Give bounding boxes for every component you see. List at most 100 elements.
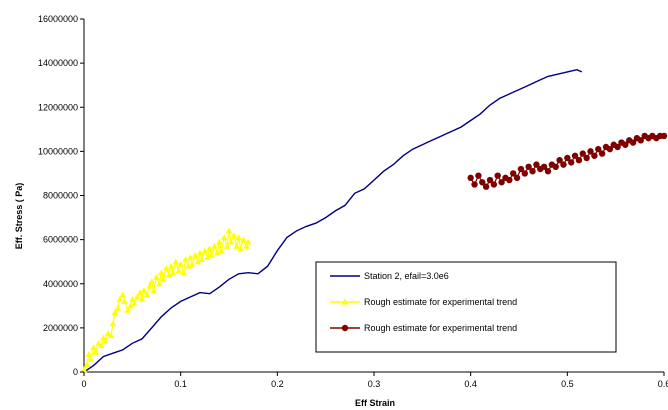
series-2-point [160,276,167,282]
series-2-point [107,332,115,339]
series-3-point [471,181,478,188]
x-tick-label: 0.1 [174,379,187,389]
series-3-point [575,157,583,164]
series-3-point [660,132,668,140]
series-3-point [475,172,482,179]
y-tick-label: 10000000 [38,146,78,156]
series-2-point [182,256,189,263]
series-2-point [240,236,247,243]
series-3-point [579,150,586,157]
series-2-line [83,230,249,371]
series-2-point [111,309,119,315]
series-2-point [143,291,151,298]
series-2-point [131,300,138,307]
y-tick-label: 2000000 [43,323,78,333]
x-tick-label: 0.2 [271,379,284,389]
series-3-point [637,137,644,144]
y-tick-label: 8000000 [43,191,78,201]
series-3-point [529,168,536,175]
series-2-point [146,282,153,289]
series-2-point [167,262,175,269]
y-tick-label: 12000000 [38,102,78,112]
series-2-point [98,342,105,349]
series-2-point [87,355,94,362]
x-tick-label: 0.6 [658,379,668,389]
series-2-point [235,234,242,240]
series-2-point [138,295,146,302]
series-2-point [187,254,194,260]
series-2-point [85,351,93,357]
series-2-point [124,307,131,313]
series-3-point [494,172,501,179]
series-2-point [121,298,128,304]
series-3-point [479,179,486,186]
series-2-point [129,295,136,302]
x-tick-label: 0.5 [561,379,574,389]
y-tick-label: 6000000 [43,235,78,245]
x-tick-label: 0.4 [464,379,477,389]
legend-box [315,261,617,353]
legend-label-series-1: Station 2, efail=3.0e6 [364,271,449,281]
series-2-point [211,243,218,249]
series-3-point [614,143,621,151]
legend-marker-series-3 [341,324,349,332]
series-2-point [225,227,233,234]
series-2-point [227,238,235,245]
series-3-point [482,183,490,190]
series-3-point [486,176,494,184]
series-2-point [104,330,112,336]
series-3-point [517,165,525,173]
series-3-point [552,163,559,171]
series-2-point [92,348,99,355]
series-2-point [80,366,88,373]
series-3-point [525,163,532,171]
series-3-point [560,161,567,168]
series-2-point [230,232,238,238]
series-2-point [223,243,231,249]
series-3-point [510,170,517,177]
plot-area [80,19,668,373]
series-3-point [622,141,629,148]
series-3-point [540,163,548,171]
series-2-point [216,238,223,245]
y-tick-label: 0 [73,367,78,377]
series-2-point [116,295,123,302]
series-1-line [83,68,583,373]
y-axis-ticks: 0 2000000 4000000 6000000 8000000 10000000 120… [38,14,84,377]
series-3-point [595,145,602,153]
series-2-point [150,287,157,293]
y-tick-label: 14000000 [38,58,78,68]
series-2-point [243,243,250,249]
series-3-point [629,139,637,146]
series-3-point [490,181,498,188]
legend-marker-series-2 [341,298,349,305]
series-2-point [201,247,209,254]
series-2-point [165,271,173,278]
legend-label-series-3: Rough estimate for experimental trend [364,323,517,333]
series-2-point [177,260,184,267]
series-3-point [544,168,552,175]
series-2-point [114,304,122,311]
series-2-point [206,245,213,252]
series-2-point [153,273,160,280]
series-2-point [198,256,206,263]
series-3-point [556,157,563,164]
series-2-point [109,320,117,327]
series-2-point [245,238,252,245]
series-2-point [194,258,202,265]
series-2-point [158,269,165,276]
series-3-point [513,174,521,182]
series-2-point [133,293,141,300]
series-3-point [591,152,598,159]
series-2-point [204,254,211,260]
series-2-point [172,258,180,265]
series-2-point [156,280,163,287]
series-2-point [180,269,187,276]
series-3-point [568,159,575,166]
series-2-point [214,249,221,256]
series-2-point [189,260,196,267]
series-3-point [467,174,474,182]
y-tick-label: 4000000 [43,279,78,289]
x-axis-title: Eff Strain [355,398,395,408]
